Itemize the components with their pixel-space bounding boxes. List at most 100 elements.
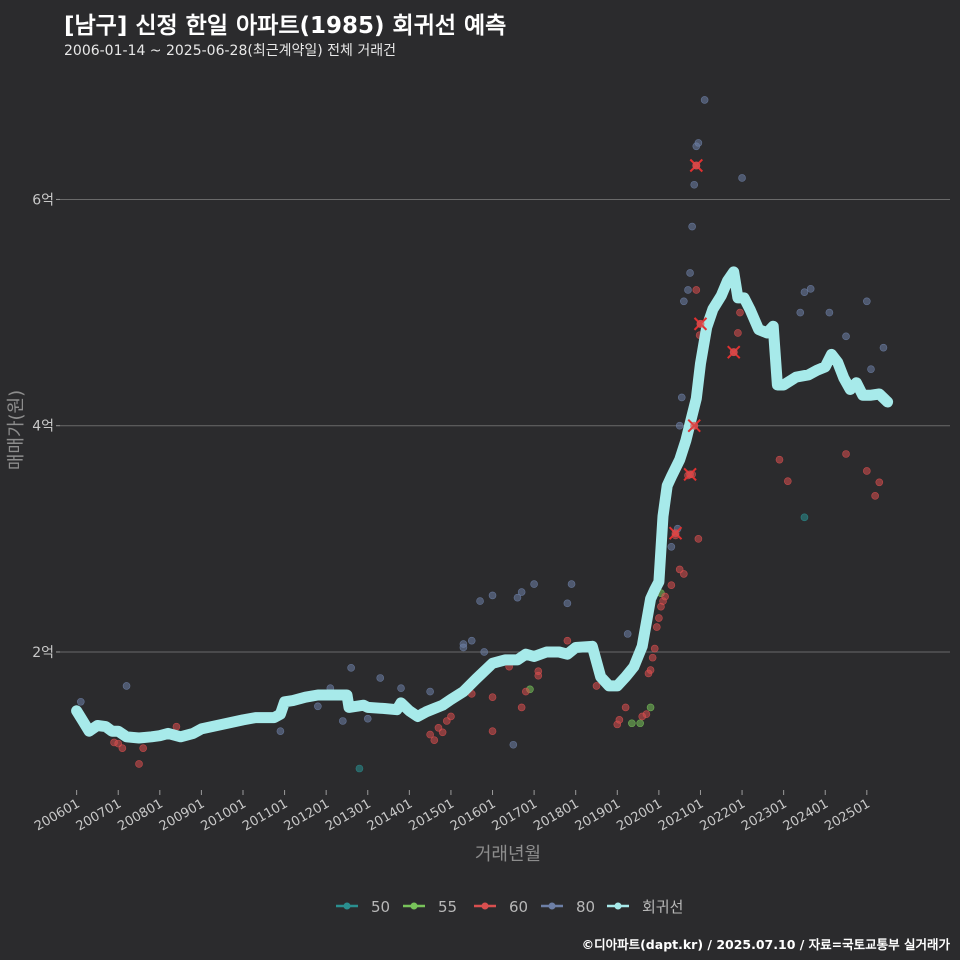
data-point-80	[738, 174, 746, 182]
x-tick-label: 201401	[365, 796, 415, 834]
legend: 50 55 60 80 회귀선	[336, 898, 683, 916]
data-point-80	[677, 393, 686, 402]
data-point-60	[775, 455, 784, 464]
legend-swatch-dot	[481, 902, 489, 910]
y-tick-label: 2억	[32, 645, 54, 661]
data-point-80	[567, 580, 576, 588]
data-point-60	[521, 687, 530, 696]
data-point-80	[488, 591, 497, 600]
data-point-60	[652, 623, 661, 631]
x-tick-label: 201701	[490, 796, 540, 834]
data-point-60	[438, 728, 447, 737]
data-point-80	[842, 332, 850, 341]
data-point-80	[376, 674, 385, 682]
x-tick-label: 201001	[199, 796, 249, 834]
data-point-60	[646, 666, 655, 674]
data-point-60	[871, 492, 879, 500]
legend-item-55: 55	[403, 898, 457, 916]
x-tick-label: 202501	[822, 796, 872, 834]
data-point-80	[867, 365, 875, 373]
data-point-60	[517, 703, 526, 712]
data-point-80	[363, 714, 372, 723]
cross-marker	[693, 317, 708, 331]
data-point-80	[459, 640, 468, 648]
legend-swatch-dot	[614, 902, 622, 910]
cross-marker	[689, 158, 704, 173]
cross-center	[686, 470, 695, 479]
cross-marker	[727, 345, 741, 359]
chart-title: [남구] 신정 한일 아파트(1985) 회귀선 예측	[64, 13, 507, 39]
data-point-60	[694, 535, 703, 543]
data-point-80	[426, 687, 434, 696]
data-point-60	[661, 592, 669, 601]
x-tick-label: 201301	[323, 796, 373, 834]
x-tick-label: 202401	[781, 796, 831, 834]
data-point-80	[530, 580, 538, 588]
data-point-60	[592, 682, 601, 690]
data-point-80	[806, 285, 815, 293]
legend-swatch-dot	[410, 902, 418, 910]
data-point-80	[694, 139, 703, 147]
cross-marker	[687, 419, 701, 433]
y-axis-label: 매매가(원)	[6, 390, 27, 470]
data-point-50	[355, 764, 364, 773]
legend-swatch-dot	[548, 902, 556, 910]
cross-center	[671, 529, 680, 538]
data-point-80	[684, 286, 692, 294]
data-point-55	[646, 703, 655, 712]
cross-center	[696, 319, 705, 328]
x-tick-label: 201501	[406, 796, 456, 834]
legend-label: 80	[576, 898, 595, 916]
x-tick-label: 201901	[573, 796, 623, 834]
source-caption: ©디아파트(dapt.kr) / 2025.07.10 / 자료=국토교통부 실…	[581, 937, 950, 952]
data-point-80	[480, 648, 489, 656]
x-tick-label: 200601	[32, 796, 82, 834]
data-point-60	[863, 467, 871, 475]
data-point-80	[879, 343, 888, 352]
data-point-80	[690, 180, 699, 189]
highlight-markers	[668, 158, 741, 540]
data-point-60	[842, 450, 850, 458]
regression-line-layer	[71, 266, 894, 744]
x-tick-label: 202101	[656, 796, 706, 834]
data-point-80	[825, 308, 834, 317]
x-tick-label: 200801	[115, 796, 165, 834]
data-point-60	[534, 667, 543, 676]
data-point-80	[476, 597, 484, 605]
data-point-60	[430, 736, 439, 745]
data-point-80	[339, 717, 347, 725]
x-tick-label: 202001	[614, 796, 664, 834]
x-tick-label: 201601	[448, 796, 498, 834]
legend-item-회귀선: 회귀선	[607, 898, 683, 916]
chart-subtitle: 2006-01-14 ~ 2025-06-28(최근계약일) 전체 거래건	[64, 43, 396, 59]
cross-center	[690, 421, 699, 430]
data-point-60	[118, 744, 127, 752]
data-point-80	[675, 421, 684, 430]
data-point-60	[139, 744, 147, 752]
data-point-80	[517, 588, 526, 596]
data-point-80	[680, 297, 688, 306]
data-point-50	[800, 513, 809, 522]
data-point-80	[276, 727, 285, 735]
data-point-60	[563, 636, 572, 645]
data-point-80	[563, 599, 572, 608]
legend-swatch-dot	[343, 902, 351, 910]
data-point-60	[784, 477, 792, 485]
x-axis: 2006012007012008012009012010012011012012…	[32, 790, 873, 834]
data-point-80	[686, 269, 694, 277]
legend-label: 60	[509, 898, 528, 916]
legend-label: 50	[371, 898, 390, 916]
cross-marker	[668, 526, 683, 540]
data-point-60	[736, 308, 744, 317]
data-point-60	[655, 614, 663, 622]
y-axis: 2억 4억 6억	[32, 192, 60, 661]
legend-label: 회귀선	[642, 898, 683, 916]
y-tick-label: 6억	[32, 192, 54, 208]
regression-line	[71, 266, 894, 744]
x-tick-label: 200901	[157, 796, 207, 834]
data-point-60	[488, 693, 497, 702]
data-point-80	[688, 222, 696, 231]
data-point-60	[621, 703, 630, 712]
data-point-60	[680, 570, 688, 578]
